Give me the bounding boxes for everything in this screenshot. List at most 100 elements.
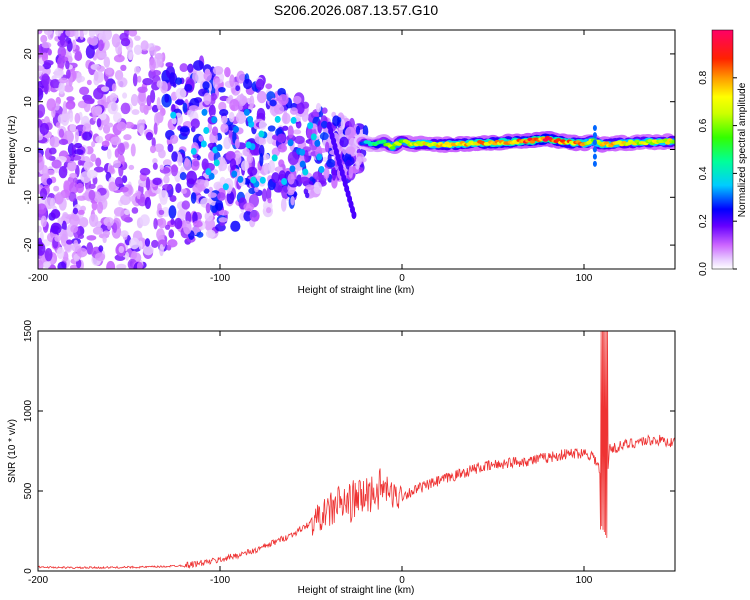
heatmap-noise-cell <box>338 125 343 138</box>
heatmap-noise-cell <box>69 172 78 179</box>
colorbar-tick-label: 0.2 <box>698 214 709 228</box>
heatmap-noise-cell <box>286 134 296 142</box>
heatmap-noise-cell <box>305 184 315 190</box>
heatmap-ridge-cell <box>592 124 597 131</box>
heatmap-noise-cell <box>208 186 214 193</box>
heatmap-noise-cell <box>289 107 298 115</box>
heatmap-noise-cell <box>136 119 145 134</box>
heatmap-noise-cell <box>310 133 317 141</box>
heatmap-noise-cell <box>266 207 272 214</box>
heatmap-noise-cell <box>46 169 55 176</box>
heatmap-noise-cell <box>299 148 306 156</box>
heatmap-noise-cell <box>72 207 79 215</box>
heatmap-noise-cell <box>273 104 285 115</box>
heatmap-noise-cell <box>41 52 49 63</box>
heatmap-noise-cell <box>175 183 182 194</box>
heatmap-noise-cell <box>283 110 288 124</box>
heatmap-noise-cell <box>151 104 159 113</box>
heatmap-ridge-cell <box>662 138 669 143</box>
heatmap-noise-cell <box>77 209 85 215</box>
heatmap-noise-cell <box>119 186 129 193</box>
heatmap-noise-cell <box>165 62 174 68</box>
heatmap-noise-cell <box>168 229 175 239</box>
heatmap-noise-cell <box>127 46 134 61</box>
heatmap-ridge-cell <box>592 153 597 160</box>
heatmap-noise-cell <box>276 133 286 143</box>
heatmap-noise-cell <box>281 185 290 200</box>
heatmap-noise-cell <box>280 198 287 212</box>
heatmap-noise-cell <box>182 102 188 113</box>
heatmap-noise-cell <box>211 126 219 137</box>
heatmap-noise-cell <box>144 196 152 210</box>
heatmap-noise-cell <box>96 65 106 72</box>
heatmap-noise-cell <box>86 169 98 179</box>
heatmap-noise-cell <box>74 112 81 124</box>
heatmap-noise-cell <box>223 136 232 150</box>
heatmap-noise-cell <box>144 238 151 247</box>
heatmap-noise-cell <box>151 137 156 148</box>
heatmap-noise-cell <box>67 160 77 172</box>
heatmap-noise-cell <box>222 183 229 191</box>
heatmap-noise-cell <box>218 209 229 216</box>
heatmap-noise-cell <box>240 160 250 172</box>
heatmap-noise-cell <box>229 158 237 171</box>
heatmap-noise-cell <box>112 222 118 234</box>
heatmap-noise-cell <box>71 144 77 158</box>
heatmap-noise-cell <box>124 121 135 129</box>
heatmap-noise-cell <box>207 142 216 149</box>
heatmap-noise-cell <box>111 33 121 48</box>
heatmap-noise-cell <box>259 152 264 167</box>
heatmap-noise-cell <box>265 83 273 90</box>
heatmap-noise-cell <box>287 190 295 196</box>
heatmap-noise-cell <box>120 64 127 72</box>
heatmap-noise-cell <box>142 244 154 256</box>
heatmap-noise-cell <box>192 220 203 228</box>
heatmap-noise-cell <box>174 99 185 105</box>
heatmap-noise-cell <box>339 136 349 148</box>
heatmap-noise-cell <box>47 48 52 56</box>
heatmap-noise-cell <box>91 200 98 211</box>
heatmap-noise-cell <box>40 34 48 44</box>
heatmap-noise-cell <box>153 112 161 126</box>
heatmap-noise-cell <box>77 233 85 239</box>
heatmap-noise-cell <box>131 109 140 115</box>
heatmap-noise-cell <box>49 197 56 209</box>
heatmap-noise-cell <box>38 30 43 35</box>
heatmap-noise-cell <box>156 96 161 110</box>
heatmap-noise-cell <box>65 60 70 70</box>
heatmap-noise-cell <box>218 101 227 112</box>
heatmap-noise-cell <box>131 207 139 214</box>
heatmap-noise-cell <box>179 126 190 133</box>
heatmap-noise-cell <box>203 92 212 106</box>
heatmap-noise-cell <box>88 189 96 201</box>
heatmap-noise-cell <box>153 122 158 135</box>
heatmap-noise-cell <box>59 33 66 47</box>
heatmap-noise-cell <box>169 195 177 203</box>
heatmap-noise-cell <box>216 144 223 152</box>
heatmap-noise-cell <box>42 261 51 269</box>
heatmap-x-tick-label: -200 <box>28 273 48 284</box>
heatmap-noise-cell <box>71 39 77 51</box>
heatmap-noise-cell <box>46 98 57 111</box>
heatmap-noise-cell <box>156 80 163 88</box>
heatmap-noise-cell <box>85 44 95 59</box>
heatmap-noise-cell <box>68 191 77 202</box>
snr-y-tick-label: 1500 <box>23 319 34 342</box>
heatmap-y-tick-label: 10 <box>23 96 34 108</box>
heatmap-noise-cell <box>332 115 340 127</box>
heatmap-noise-cell <box>163 175 170 184</box>
heatmap-noise-cell <box>139 102 146 113</box>
heatmap-noise-cell <box>170 111 177 119</box>
heatmap-noise-cell <box>96 201 104 214</box>
heatmap-noise-cell <box>145 131 154 141</box>
heatmap-noise-cell <box>271 154 278 162</box>
heatmap-noise-cell <box>278 159 285 168</box>
heatmap-noise-cell <box>103 56 111 68</box>
snr-x-tick-label: -200 <box>28 575 48 586</box>
heatmap-noise-cell <box>114 176 124 188</box>
heatmap-noise-cell <box>66 131 74 142</box>
heatmap-noise-cell <box>113 54 125 63</box>
heatmap-noise-cell <box>192 211 198 224</box>
heatmap-noise-cell <box>121 175 128 184</box>
